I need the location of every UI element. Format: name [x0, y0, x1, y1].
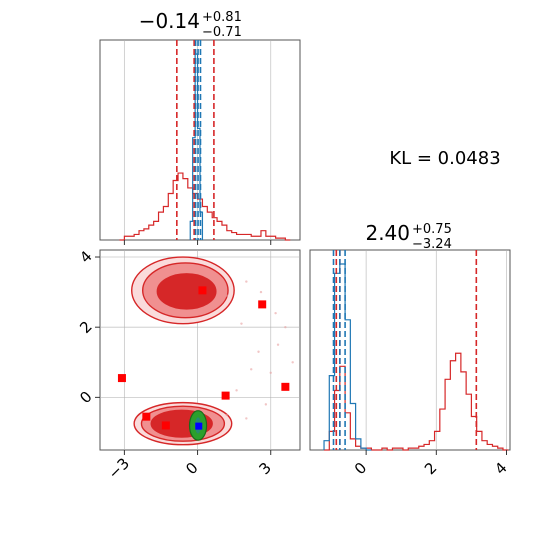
kl-annotation: KL = 0.0483: [389, 148, 500, 169]
panel4-title-minus: −3.24: [412, 237, 452, 252]
joint-red-point-2: [161, 421, 170, 430]
joint-faint-point-13: [225, 413, 229, 417]
p4-xtick-label-0: 0: [351, 459, 370, 478]
p3-xtick-label-2: 3: [255, 459, 274, 478]
joint-faint-point-9: [257, 350, 260, 353]
joint-faint-point-4: [284, 325, 287, 329]
panel1-title-median: −0.14: [139, 9, 200, 33]
joint-faint-point-5: [276, 343, 280, 346]
marginal-panel-param1: [99, 39, 301, 245]
joint-faint-point-10: [235, 389, 238, 392]
joint-blue-point: [195, 422, 203, 430]
joint-faint-point-3: [274, 311, 277, 315]
p3-xtick-label-1: 0: [182, 459, 201, 478]
p1-hist-red: [119, 172, 291, 241]
joint-panel: −3 0 3 0 2 4: [76, 247, 301, 483]
joint-faint-point-1: [245, 280, 248, 283]
joint-faint-point-8: [269, 371, 272, 375]
joint-red-point-5: [258, 300, 267, 309]
p3-xtick-label-0: −3: [105, 454, 133, 482]
p4-xtick-label-1: 2: [421, 459, 440, 478]
panel3-frame: [99, 249, 301, 451]
p4-hist-blue: [323, 263, 372, 451]
panel4-title-plus: +0.75: [412, 222, 452, 237]
joint-red-contour-2: [156, 273, 217, 310]
p3-ytick-label-1: 2: [76, 317, 95, 336]
joint-faint-point-7: [250, 368, 253, 371]
joint-red-point-6: [281, 382, 290, 391]
p3-ytick-label-0: 0: [76, 388, 95, 407]
joint-faint-point-6: [240, 322, 243, 325]
joint-faint-point-2: [259, 290, 263, 294]
marginal-panel-param2: 0 2 4: [309, 249, 511, 478]
p4-hist-red: [324, 352, 509, 451]
joint-faint-point-11: [264, 403, 268, 406]
joint-red-point-0: [117, 374, 126, 383]
panel1-title-minus: −0.71: [202, 25, 242, 40]
p3-ytick-label-2: 4: [76, 247, 95, 266]
joint-red-point-3: [198, 286, 207, 295]
panel4-title-median: 2.40: [365, 221, 410, 245]
p4-xtick-label-2: 4: [491, 459, 510, 478]
panel4-frame: [309, 249, 511, 451]
joint-faint-point-12: [291, 361, 294, 364]
joint-red-point-4: [221, 391, 230, 400]
joint-red-point-1: [142, 412, 151, 421]
joint-faint-point-14: [245, 417, 248, 420]
joint-faint-point-0: [225, 294, 229, 297]
panel1-title-plus: +0.81: [202, 10, 242, 25]
